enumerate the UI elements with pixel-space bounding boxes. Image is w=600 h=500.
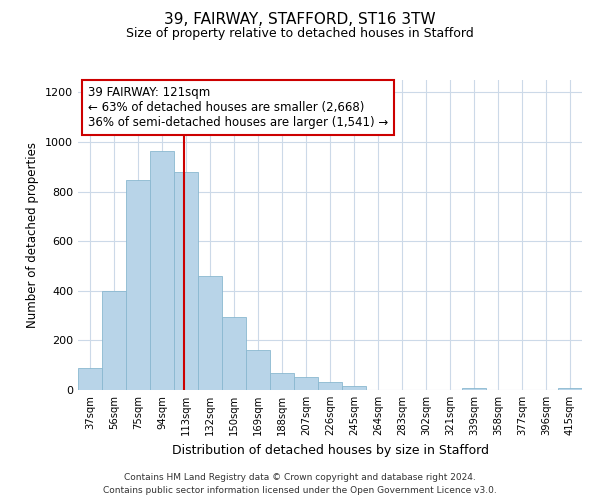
Bar [558,388,582,390]
Bar [222,317,246,390]
Text: Contains public sector information licensed under the Open Government Licence v3: Contains public sector information licen… [103,486,497,495]
Bar [342,386,366,390]
Text: Size of property relative to detached houses in Stafford: Size of property relative to detached ho… [126,28,474,40]
Bar [246,350,270,390]
Bar [270,372,294,390]
Text: 39, FAIRWAY, STAFFORD, ST16 3TW: 39, FAIRWAY, STAFFORD, ST16 3TW [164,12,436,28]
Text: 39 FAIRWAY: 121sqm
← 63% of detached houses are smaller (2,668)
36% of semi-deta: 39 FAIRWAY: 121sqm ← 63% of detached hou… [88,86,388,129]
X-axis label: Distribution of detached houses by size in Stafford: Distribution of detached houses by size … [172,444,488,456]
Bar [198,276,222,390]
Bar [78,368,102,390]
Text: Contains HM Land Registry data © Crown copyright and database right 2024.: Contains HM Land Registry data © Crown c… [124,472,476,482]
Bar [294,377,318,390]
Bar [150,150,174,390]
Bar [102,291,126,390]
Bar [462,388,486,390]
Y-axis label: Number of detached properties: Number of detached properties [26,142,40,328]
Bar [126,180,150,390]
Bar [174,172,198,390]
Bar [318,382,342,390]
